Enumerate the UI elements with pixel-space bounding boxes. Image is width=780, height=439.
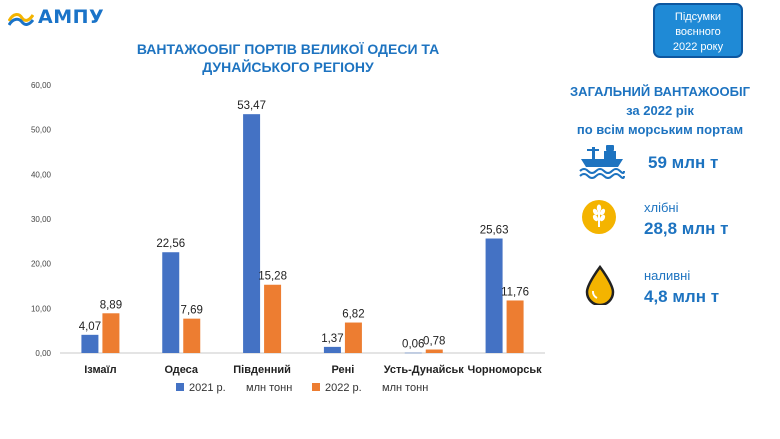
bar <box>264 284 282 353</box>
category-label: Усть-Дунайськ <box>384 364 465 376</box>
badge-line: Підсумки <box>674 11 722 23</box>
bar <box>404 352 422 354</box>
chart-title-line: ДУНАЙСЬКОГО РЕГІОНУ <box>202 59 374 75</box>
liquid-stat: наливні 4,8 млн т <box>584 264 719 310</box>
wheat-icon <box>582 200 616 234</box>
data-label: 25,63 <box>480 225 509 237</box>
y-tick-label: 30,00 <box>31 215 52 224</box>
summary-title-line: ЗАГАЛЬНИЙ ВАНТАЖООБІГ <box>570 84 750 99</box>
total-value: 59 млн т <box>648 153 719 172</box>
bar <box>485 238 503 353</box>
liquid-value: 4,8 млн т <box>644 287 720 306</box>
bar <box>183 318 201 353</box>
legend-series-name: 2021 р. <box>189 382 226 394</box>
total-stat: 59 млн т <box>578 143 718 184</box>
badge-line: 2022 року <box>672 41 724 53</box>
summary-title-line: за 2022 рік <box>626 103 694 118</box>
bar <box>344 322 362 353</box>
summary-badge: Підсумки воєнного 2022 року <box>653 3 743 58</box>
data-label: 1,37 <box>321 333 343 345</box>
y-tick-label: 0,00 <box>35 349 51 358</box>
logo: АМПУ <box>8 6 104 28</box>
category-label: Одеса <box>164 364 198 376</box>
y-tick-label: 10,00 <box>31 304 52 313</box>
data-label: 7,69 <box>181 305 203 317</box>
category-label: Чорноморськ <box>467 364 542 376</box>
legend-unit: млн тонн <box>382 382 428 394</box>
data-label: 0,78 <box>423 336 445 348</box>
liquid-label: наливні <box>644 268 691 283</box>
category-label: Південний <box>233 364 291 376</box>
summary-title: ЗАГАЛЬНИЙ ВАНТАЖООБІГ за 2022 рік по всі… <box>555 82 765 139</box>
legend-unit: млн тонн <box>246 382 292 394</box>
data-label: 0,06 <box>402 339 424 351</box>
y-tick-label: 60,00 <box>31 81 52 90</box>
bar <box>102 313 120 353</box>
grain-value: 28,8 млн т <box>644 219 729 238</box>
y-tick-label: 40,00 <box>31 170 52 179</box>
ship-icon <box>579 145 625 179</box>
legend-swatch <box>312 383 320 391</box>
chart-title-line: ВАНТАЖООБІГ ПОРТІВ ВЕЛИКОЇ ОДЕСИ ТА <box>136 41 440 57</box>
y-tick-label: 50,00 <box>31 126 52 135</box>
bar <box>425 349 443 353</box>
bar-chart: 0,00 10,00 20,00 30,00 40,00 50,00 60,00 4,07 8,… <box>31 81 545 394</box>
grain-label: хлібні <box>644 200 679 215</box>
data-label: 6,82 <box>342 309 364 321</box>
legend-swatch <box>176 383 184 391</box>
logo-wave-icon <box>8 13 34 26</box>
logo-text: АМПУ <box>38 6 105 28</box>
category-label: Ізмаїл <box>84 364 116 376</box>
bar <box>323 346 341 353</box>
summary-title-line: по всім морським портам <box>576 122 744 137</box>
bar <box>162 252 180 353</box>
chart-title: ВАНТАЖООБІГ ПОРТІВ ВЕЛИКОЇ ОДЕСИ ТА ДУНА… <box>96 40 480 76</box>
badge-line: воєнного <box>675 26 721 38</box>
y-tick-label: 20,00 <box>31 260 52 269</box>
data-label: 15,28 <box>258 271 287 283</box>
oil-drop-icon <box>585 264 615 307</box>
bar <box>243 114 261 354</box>
legend-series-name: 2022 р. <box>325 382 362 394</box>
category-label: Рені <box>331 364 354 376</box>
data-label: 22,56 <box>156 238 185 250</box>
data-label: 4,07 <box>79 321 101 333</box>
data-label: 11,76 <box>501 286 529 298</box>
bar <box>81 334 99 353</box>
data-label: 53,47 <box>237 100 266 112</box>
bar <box>506 300 524 353</box>
grain-stat: хлібні 28,8 млн т <box>581 199 729 240</box>
data-label: 8,89 <box>100 299 122 311</box>
